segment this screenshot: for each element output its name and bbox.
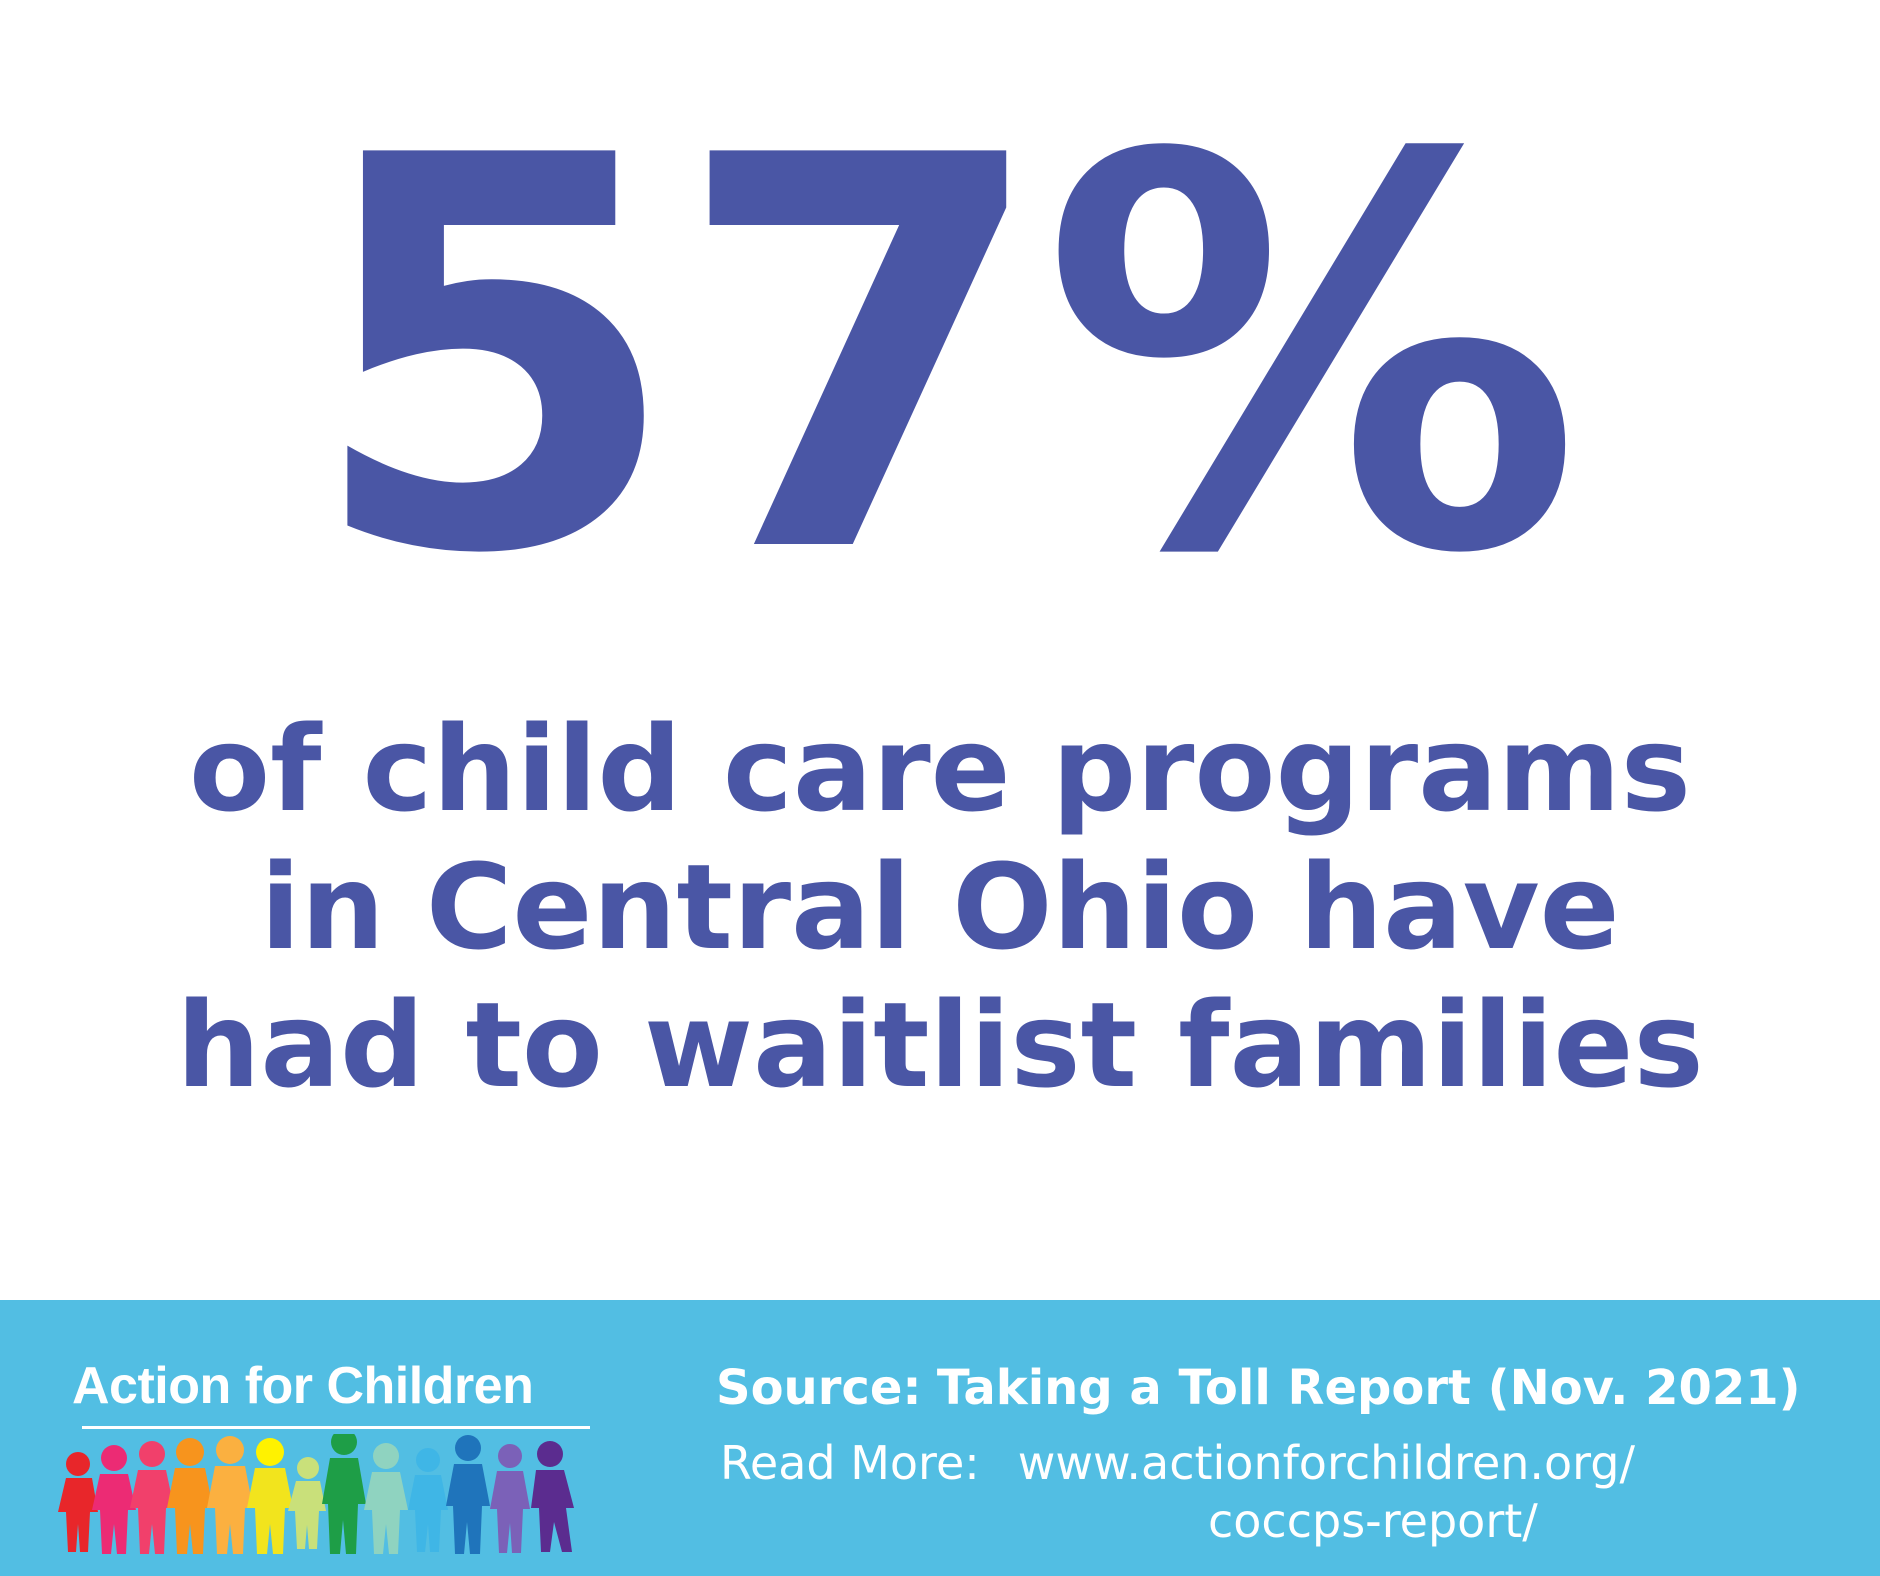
source-text: Taking a Toll Report (Nov. 2021) — [936, 1360, 1801, 1416]
read-more-label: Read More: — [720, 1436, 980, 1490]
headline-stat: 57% — [305, 44, 1583, 672]
logo-text: Action for Children — [72, 1357, 534, 1415]
source-citation: Source: Taking a Toll Report (Nov. 2021) — [716, 1358, 1801, 1418]
statement-text: of child care programs in Central Ohio h… — [0, 700, 1880, 1114]
statement-line: had to waitlist families — [176, 976, 1704, 1114]
action-for-children-logo: Action for Children — [58, 1356, 618, 1556]
read-more-line: Read More: www.actionforchildren.org/ — [720, 1434, 1635, 1492]
statement-line: in Central Ohio have — [260, 838, 1620, 976]
statement-line: of child care programs — [189, 700, 1691, 838]
main-panel: 57% of child care programs in Central Oh… — [0, 44, 1880, 1114]
read-more-url-continued[interactable]: coccps-report/ — [1208, 1494, 1538, 1548]
source-label: Source: — [716, 1360, 922, 1416]
children-silhouettes-icon — [58, 1434, 574, 1554]
logo-underline — [82, 1426, 590, 1429]
read-more-url[interactable]: www.actionforchildren.org/ — [1017, 1436, 1635, 1490]
footer-bar: Action for Children — [0, 1300, 1880, 1576]
